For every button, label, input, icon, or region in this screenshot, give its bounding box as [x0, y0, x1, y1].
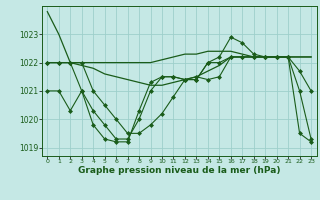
- X-axis label: Graphe pression niveau de la mer (hPa): Graphe pression niveau de la mer (hPa): [78, 166, 280, 175]
